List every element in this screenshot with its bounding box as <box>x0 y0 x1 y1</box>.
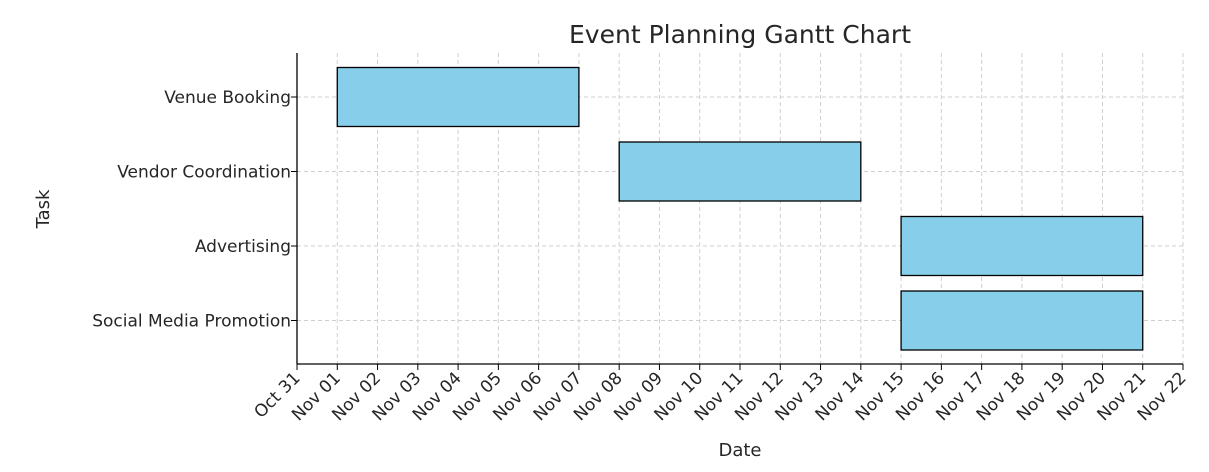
task-bar <box>900 290 1144 351</box>
y-tick-label: Venue Booking <box>164 88 291 108</box>
task-bar <box>336 66 580 128</box>
task-bar <box>900 215 1144 277</box>
y-axis-label: Task <box>33 189 54 229</box>
chart-title: Event Planning Gantt Chart <box>569 20 911 49</box>
y-tick-label: Vendor Coordination <box>117 163 291 183</box>
task-bars <box>336 66 1144 351</box>
y-tick-label: Advertising <box>195 237 291 257</box>
y-tick-label: Social Media Promotion <box>92 312 291 332</box>
x-axis-label: Date <box>718 440 761 461</box>
task-bar <box>618 141 862 202</box>
